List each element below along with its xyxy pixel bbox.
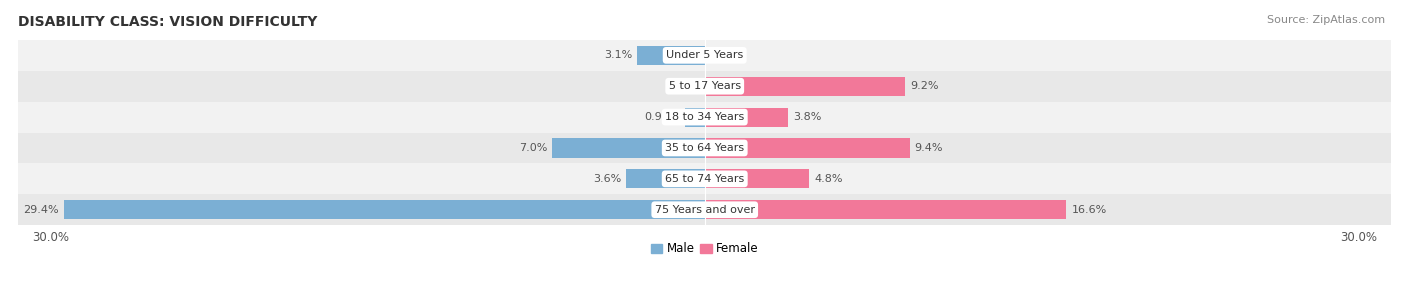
Text: 3.8%: 3.8%: [793, 112, 821, 122]
Text: 3.1%: 3.1%: [603, 50, 631, 60]
Bar: [18, 102, 1391, 133]
Text: 29.4%: 29.4%: [24, 205, 59, 215]
Bar: [18, 164, 1391, 194]
Bar: [704, 200, 1066, 219]
Text: 3.6%: 3.6%: [593, 174, 621, 184]
Text: 75 Years and over: 75 Years and over: [655, 205, 755, 215]
Bar: [704, 108, 787, 127]
Bar: [626, 169, 704, 188]
Text: DISABILITY CLASS: VISION DIFFICULTY: DISABILITY CLASS: VISION DIFFICULTY: [18, 15, 318, 29]
Text: 65 to 74 Years: 65 to 74 Years: [665, 174, 744, 184]
Bar: [65, 200, 704, 219]
Text: 0.0%: 0.0%: [671, 81, 700, 91]
Text: Under 5 Years: Under 5 Years: [666, 50, 744, 60]
Bar: [637, 46, 704, 65]
Bar: [18, 71, 1391, 102]
Text: 35 to 64 Years: 35 to 64 Years: [665, 143, 744, 153]
Bar: [685, 108, 704, 127]
Text: 7.0%: 7.0%: [519, 143, 547, 153]
Text: 0.0%: 0.0%: [710, 50, 738, 60]
Bar: [18, 194, 1391, 225]
Bar: [18, 40, 1391, 71]
Bar: [18, 133, 1391, 164]
Bar: [704, 77, 905, 96]
Bar: [704, 138, 910, 157]
Text: 0.92%: 0.92%: [644, 112, 679, 122]
Text: 5 to 17 Years: 5 to 17 Years: [669, 81, 741, 91]
Legend: Male, Female: Male, Female: [645, 238, 763, 260]
Text: 9.4%: 9.4%: [915, 143, 943, 153]
Text: 18 to 34 Years: 18 to 34 Years: [665, 112, 744, 122]
Text: 4.8%: 4.8%: [814, 174, 844, 184]
Bar: [553, 138, 704, 157]
Text: Source: ZipAtlas.com: Source: ZipAtlas.com: [1267, 15, 1385, 25]
Text: 16.6%: 16.6%: [1071, 205, 1107, 215]
Text: 9.2%: 9.2%: [911, 81, 939, 91]
Bar: [704, 169, 810, 188]
